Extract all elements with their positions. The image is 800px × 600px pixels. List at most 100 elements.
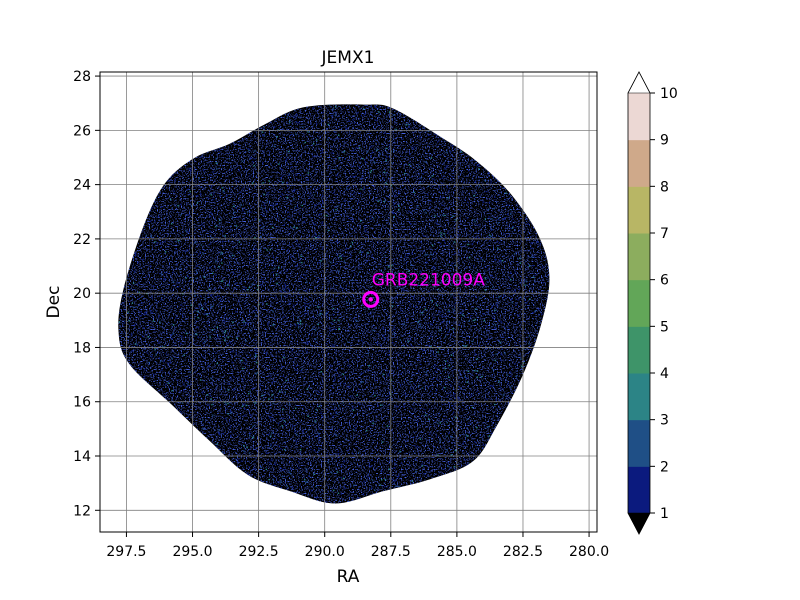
count-speckle (142, 335, 144, 338)
count-speckle (332, 415, 334, 417)
count-speckle (224, 331, 226, 334)
count-speckle (326, 454, 328, 456)
count-speckle (316, 139, 318, 141)
count-speckle (246, 211, 249, 213)
count-speckle (336, 412, 339, 415)
count-speckle (287, 150, 290, 153)
count-speckle (415, 306, 418, 308)
count-speckle (263, 204, 265, 206)
count-speckle (446, 395, 448, 397)
count-speckle (255, 373, 257, 375)
count-speckle (381, 441, 384, 443)
count-speckle (398, 485, 400, 487)
count-speckle (447, 320, 449, 323)
count-speckle (524, 284, 526, 286)
count-speckle (156, 242, 158, 244)
count-speckle (533, 256, 535, 258)
count-speckle (455, 416, 457, 419)
count-speckle (367, 307, 370, 309)
count-speckle (243, 403, 245, 405)
count-speckle (444, 368, 446, 370)
count-speckle (509, 287, 512, 289)
count-speckle (308, 475, 310, 477)
count-speckle (283, 289, 285, 291)
count-speckle (454, 264, 457, 267)
count-speckle (215, 295, 217, 298)
count-speckle (517, 314, 519, 316)
count-speckle (358, 451, 360, 454)
count-speckle (442, 387, 444, 389)
count-speckle (197, 316, 199, 319)
count-speckle (205, 383, 208, 385)
count-speckle (489, 347, 491, 349)
count-speckle (181, 402, 184, 404)
count-speckle (340, 465, 343, 467)
count-speckle (140, 302, 143, 305)
count-speckle (329, 365, 332, 367)
count-speckle (268, 180, 270, 182)
count-speckle (286, 295, 288, 297)
count-speckle (273, 368, 276, 370)
count-speckle (249, 354, 252, 356)
count-speckle (408, 164, 411, 166)
count-speckle (178, 239, 181, 242)
count-speckle (351, 402, 353, 404)
count-speckle (135, 253, 137, 255)
x-tick-label: 295.0 (172, 544, 212, 560)
count-speckle (532, 312, 534, 314)
count-speckle (494, 309, 496, 312)
count-speckle (468, 256, 471, 259)
count-speckle (318, 261, 320, 264)
count-speckle (510, 298, 513, 300)
count-speckle (499, 359, 502, 361)
count-speckle (367, 252, 369, 254)
count-speckle (215, 274, 217, 276)
count-speckle (215, 352, 217, 354)
count-speckle (530, 247, 533, 249)
count-speckle (283, 316, 285, 318)
count-speckle (247, 289, 249, 291)
count-speckle (332, 344, 334, 346)
count-speckle (524, 299, 526, 301)
count-speckle (345, 285, 347, 287)
count-speckle (271, 204, 274, 206)
count-speckle (377, 200, 380, 202)
count-speckle (343, 461, 345, 463)
count-speckle (240, 165, 242, 168)
count-speckle (431, 244, 434, 246)
count-speckle (377, 404, 379, 407)
count-speckle (180, 304, 183, 306)
count-speckle (450, 354, 453, 356)
count-speckle (275, 296, 277, 298)
count-speckle (353, 192, 355, 195)
count-speckle (189, 190, 191, 193)
count-speckle (494, 327, 496, 329)
count-speckle (222, 432, 224, 435)
count-speckle (268, 461, 271, 464)
count-speckle (282, 408, 284, 411)
colorbar-tick-label: 4 (660, 366, 669, 382)
count-speckle (355, 147, 358, 149)
count-speckle (235, 311, 237, 313)
count-speckle (167, 382, 169, 384)
count-speckle (390, 177, 393, 180)
count-speckle (450, 384, 452, 386)
count-speckle (322, 195, 324, 197)
count-speckle (474, 441, 476, 443)
count-speckle (210, 194, 212, 196)
count-speckle (294, 400, 297, 402)
count-speckle (366, 260, 368, 263)
count-speckle (185, 379, 188, 381)
y-tick-label: 16 (73, 395, 91, 411)
count-speckle (152, 320, 155, 322)
count-speckle (392, 342, 394, 344)
count-speckle (242, 188, 244, 190)
count-speckle (461, 408, 464, 410)
count-speckle (286, 485, 288, 487)
count-speckle (300, 320, 302, 322)
count-speckle (244, 414, 246, 417)
count-speckle (218, 432, 221, 434)
count-speckle (347, 185, 349, 187)
count-speckle (306, 388, 309, 390)
count-speckle (160, 206, 163, 208)
